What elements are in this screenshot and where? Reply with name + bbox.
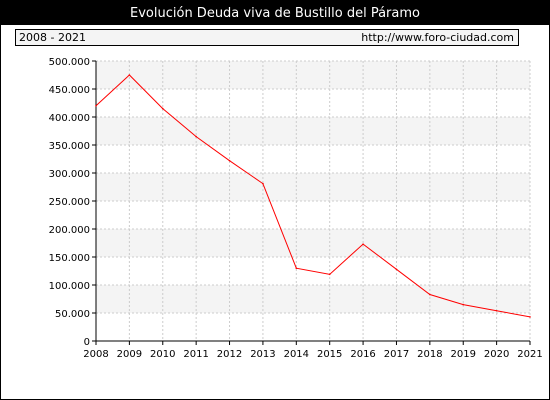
data-point xyxy=(362,243,364,245)
data-point xyxy=(295,267,298,270)
x-tick-label: 2018 xyxy=(417,349,442,360)
x-tick-label: 2009 xyxy=(117,349,142,360)
y-tick-label: 200.000 xyxy=(49,225,90,236)
x-tick-label: 2013 xyxy=(250,349,275,360)
plot-band xyxy=(96,229,530,257)
y-tick-label: 450.000 xyxy=(49,85,90,96)
x-tick-label: 2020 xyxy=(484,349,509,360)
y-tick-label: 500.000 xyxy=(49,57,90,68)
plot-band xyxy=(96,285,530,313)
x-tick-label: 2010 xyxy=(150,349,175,360)
x-tick-label: 2011 xyxy=(183,349,208,360)
data-point xyxy=(262,182,264,185)
x-tick-label: 2015 xyxy=(317,349,342,360)
plot-band xyxy=(96,173,530,201)
source-link[interactable]: http://www.foro-ciudad.com xyxy=(361,31,514,44)
x-tick-label: 2019 xyxy=(451,349,476,360)
y-tick-label: 0 xyxy=(84,337,90,348)
period-label: 2008 - 2021 xyxy=(19,31,86,44)
data-point xyxy=(529,316,531,318)
plot-band xyxy=(96,313,530,341)
x-tick-label: 2021 xyxy=(517,349,542,360)
data-point xyxy=(328,273,331,276)
y-tick-label: 300.000 xyxy=(49,169,90,180)
y-tick-label: 400.000 xyxy=(49,113,90,124)
plot-band xyxy=(96,201,530,229)
y-tick-label: 100.000 xyxy=(49,281,90,292)
data-point xyxy=(95,105,97,107)
info-bar: 2008 - 2021 http://www.foro-ciudad.com xyxy=(15,29,519,46)
y-tick-label: 50.000 xyxy=(55,309,90,320)
chart-title-bar: Evolución Deuda viva de Bustillo del Pár… xyxy=(1,1,549,25)
plot-band xyxy=(96,117,530,145)
plot-band xyxy=(96,61,530,89)
data-point xyxy=(462,303,465,306)
x-tick-label: 2016 xyxy=(350,349,375,360)
plot-band xyxy=(96,89,530,117)
data-point xyxy=(128,74,131,76)
data-point xyxy=(161,107,164,110)
y-tick-label: 250.000 xyxy=(49,197,90,208)
data-point xyxy=(495,309,498,312)
data-point xyxy=(228,159,231,162)
x-tick-label: 2008 xyxy=(83,349,108,360)
x-tick-label: 2012 xyxy=(217,349,242,360)
plot-band xyxy=(96,145,530,173)
x-tick-label: 2014 xyxy=(284,349,309,360)
series-line xyxy=(95,74,531,318)
chart-title: Evolución Deuda viva de Bustillo del Pár… xyxy=(130,5,420,21)
data-point xyxy=(195,135,197,138)
y-tick-label: 150.000 xyxy=(49,253,90,264)
data-point xyxy=(395,268,398,271)
y-tick-label: 350.000 xyxy=(49,141,90,152)
data-point xyxy=(429,293,431,296)
x-tick-label: 2017 xyxy=(384,349,409,360)
